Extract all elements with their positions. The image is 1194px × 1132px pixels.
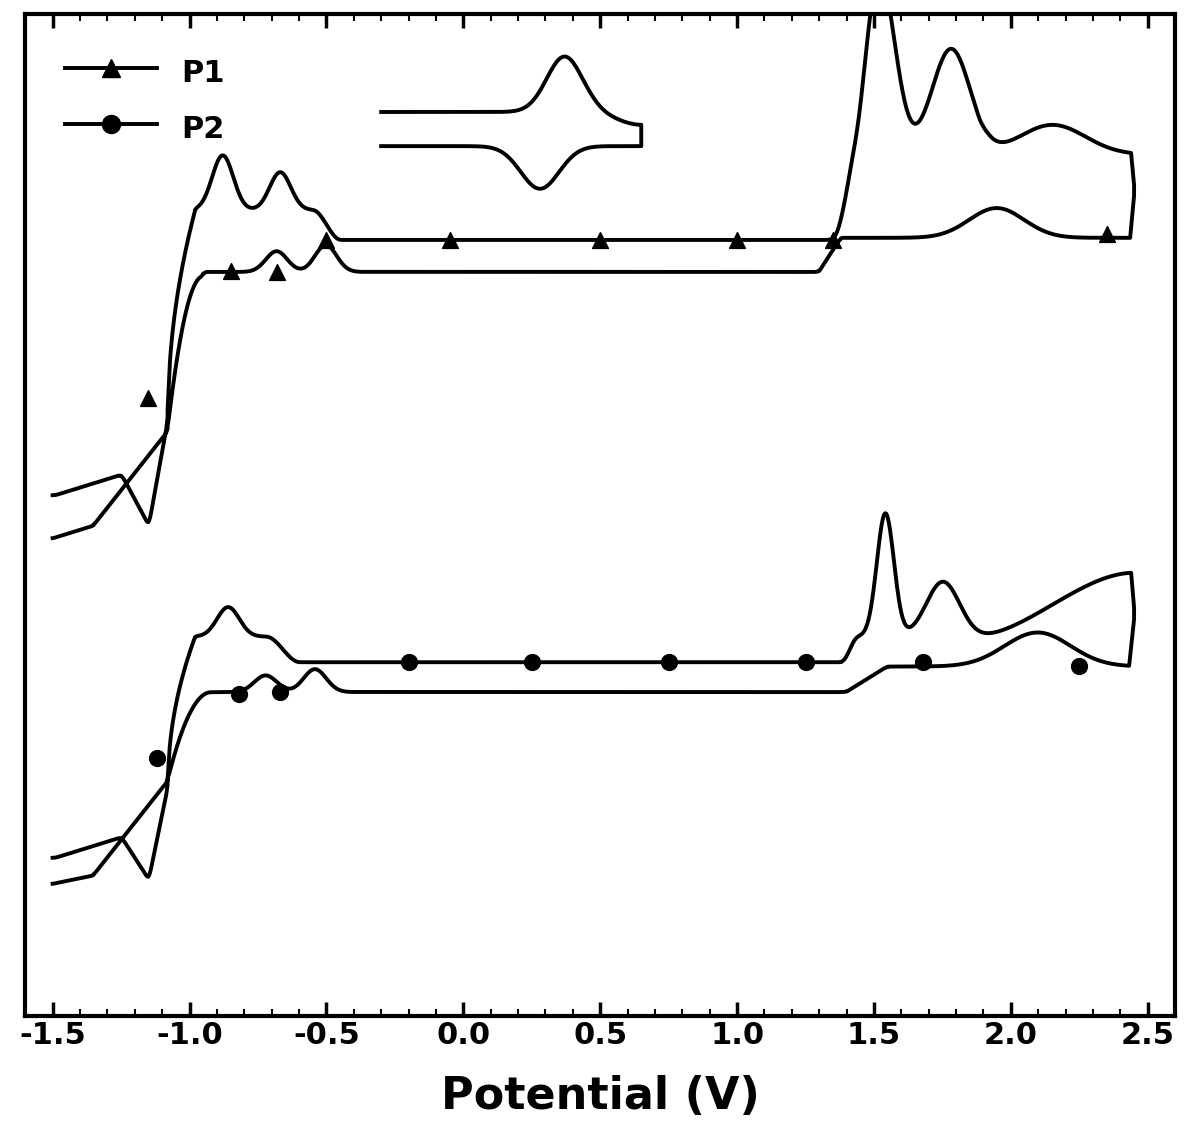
Point xyxy=(316,231,336,249)
Point xyxy=(824,231,843,249)
Point xyxy=(229,685,248,703)
Point xyxy=(267,263,287,281)
Point xyxy=(1097,224,1116,242)
Point xyxy=(1070,658,1089,676)
Point xyxy=(270,683,289,701)
Point xyxy=(139,388,158,406)
Point xyxy=(522,653,541,671)
Legend: P1, P2: P1, P2 xyxy=(41,29,250,171)
Point xyxy=(147,749,166,767)
Point xyxy=(221,261,240,280)
Point xyxy=(591,231,610,249)
Point xyxy=(727,231,746,249)
X-axis label: Potential (V): Potential (V) xyxy=(441,1075,759,1118)
Point xyxy=(796,653,816,671)
Point xyxy=(399,653,418,671)
Point xyxy=(659,653,678,671)
Point xyxy=(441,231,460,249)
Point xyxy=(913,653,933,671)
